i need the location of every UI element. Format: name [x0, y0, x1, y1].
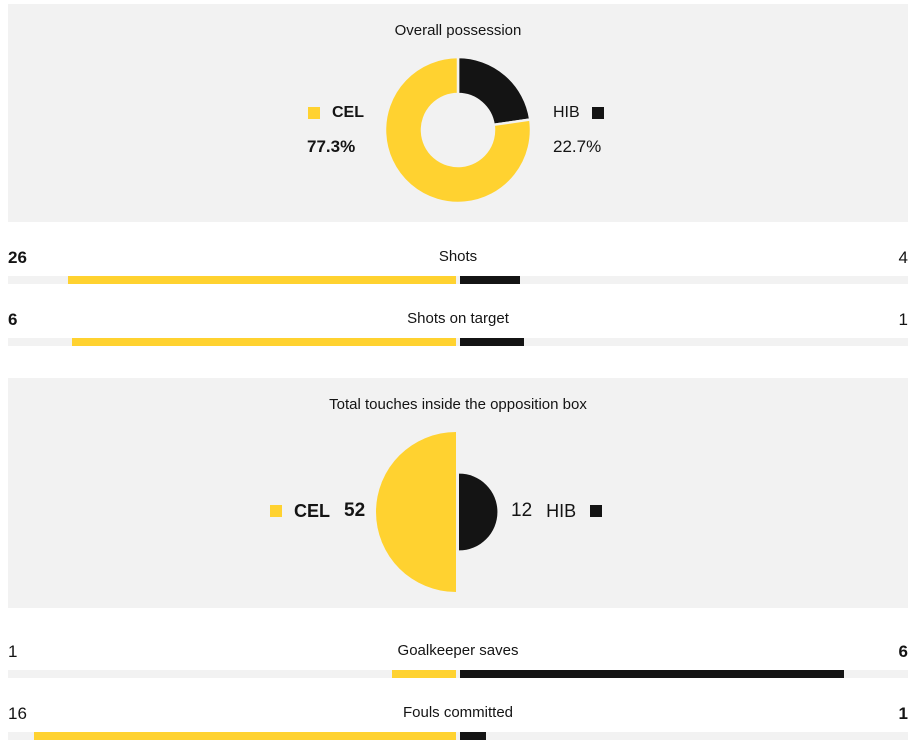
away-color-swatch [591, 107, 604, 119]
possession-home-value: 77.3% [307, 137, 356, 156]
possession-away-team-label: HIB [553, 104, 580, 121]
touches-away-team: 12 HIB [511, 500, 603, 522]
stat-home-bar [34, 732, 456, 740]
stat-shots: 26 Shots 4 [8, 248, 908, 288]
away-color-swatch [590, 505, 603, 517]
stat-home-bar [67, 276, 456, 284]
touches-home-team-label: CEL [294, 500, 330, 521]
touches-title: Total touches inside the opposition box [329, 396, 587, 413]
stat-label: Goalkeeper saves [397, 642, 519, 659]
possession-home-team: CEL [308, 104, 364, 122]
stat-label: Shots on target [407, 310, 509, 327]
stat-track [8, 732, 908, 740]
stat-home-bar [392, 670, 456, 678]
stat-away-value: 6 [898, 642, 908, 661]
stat-home-value: 6 [8, 310, 18, 329]
stat-goalkeeper-saves: 1 Goalkeeper saves 6 [8, 642, 908, 682]
home-color-swatch [270, 505, 282, 517]
stat-home-bar [72, 338, 456, 346]
stat-fouls-committed: 16 Fouls committed 1 [8, 704, 908, 744]
possession-away-value: 22.7% [553, 137, 602, 156]
possession-home-team-label: CEL [332, 104, 364, 121]
stat-track [8, 338, 908, 346]
stat-label: Fouls committed [402, 704, 514, 721]
touches-home-value: 52 [344, 500, 366, 521]
stat-away-bar [460, 338, 524, 346]
possession-title: Overall possession [394, 22, 522, 39]
stat-away-bar [460, 276, 520, 284]
possession-away-team: HIB [553, 104, 604, 122]
stat-home-value: 26 [8, 248, 27, 267]
stat-shots-on-target: 6 Shots on target 1 [8, 310, 908, 350]
touches-home-team: CEL 52 [270, 500, 365, 522]
touches-panel: Total touches inside the opposition box … [8, 378, 908, 608]
touches-away-team-label: HIB [546, 500, 577, 521]
stat-track [8, 276, 908, 284]
stat-label: Shots [438, 248, 478, 265]
stat-home-value: 1 [8, 642, 18, 661]
stat-track [8, 670, 908, 678]
stat-away-bar [460, 732, 487, 740]
stat-home-value: 16 [8, 704, 27, 723]
possession-panel: Overall possession CEL 77.3% HIB 22.7% [8, 4, 908, 222]
touches-away-value: 12 [511, 500, 533, 521]
stat-away-value: 1 [898, 310, 908, 329]
stat-away-value: 1 [898, 704, 908, 723]
stat-away-bar [460, 670, 844, 678]
stat-away-value: 4 [898, 248, 908, 267]
home-color-swatch [308, 107, 320, 119]
